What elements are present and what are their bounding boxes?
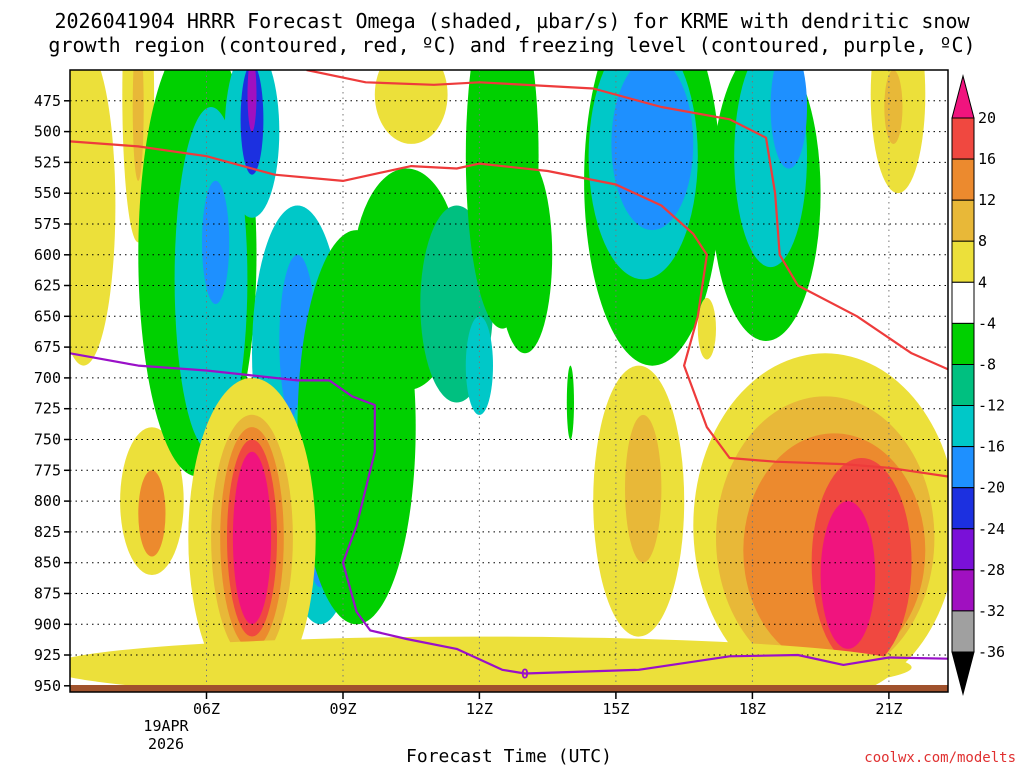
x-tick-label-4: 18Z	[739, 700, 766, 718]
x-tick-label-1: 09Z	[329, 700, 356, 718]
colorbar-label-2: 12	[978, 191, 996, 209]
omega-region-1	[132, 70, 144, 181]
colorbar-segment-7	[951, 405, 975, 448]
omega-region-19	[497, 156, 553, 354]
y-axis: 475 500 525 550 575 600 625 650 675 700 725 750 775 8…	[34, 92, 70, 695]
x-tick-label-3: 15Z	[602, 700, 629, 718]
dendritic-lower-contour	[306, 70, 948, 371]
x-tick-label-2: 12Z	[466, 700, 493, 718]
y-tick-label-9: 700	[34, 369, 61, 387]
colorbar-top-arrow	[951, 74, 975, 119]
colorbar-label-6: -8	[978, 356, 996, 374]
colorbar-label-11: -28	[978, 561, 1005, 579]
colorbar-label-8: -16	[978, 438, 1005, 456]
chart-title: 2026041904 HRRR Forecast Omega (shaded, …	[54, 9, 970, 33]
colorbar-label-1: 16	[978, 150, 996, 168]
omega-region-36	[232, 451, 272, 625]
y-tick-label-17: 900	[34, 615, 61, 633]
y-tick-label-7: 650	[34, 307, 61, 325]
colorbar-label-13: -36	[978, 643, 1005, 661]
y-tick-label-10: 725	[34, 400, 61, 418]
y-tick-label-6: 625	[34, 277, 61, 295]
colorbar-segment-2	[951, 199, 975, 242]
x-tick-label-5: 21Z	[875, 700, 902, 718]
chart-title-line2: growth region (contoured, red, ºC) and f…	[48, 33, 975, 57]
omega-region-20	[465, 316, 493, 415]
plot-frame	[69, 69, 949, 693]
y-tick-label-11: 750	[34, 431, 61, 449]
colorbar-label-3: 8	[978, 232, 987, 250]
y-tick-label-0: 475	[34, 92, 61, 110]
colorbar-segment-10	[951, 528, 975, 571]
y-tick-label-16: 875	[34, 585, 61, 603]
omega-region-30	[697, 297, 717, 360]
x-tick-label-0: 06Z	[193, 700, 220, 718]
colorbar-segment-1	[951, 158, 975, 201]
colorbar-segment-5	[951, 322, 975, 365]
y-tick-label-14: 825	[34, 523, 61, 541]
freezing-level-label: 0	[521, 668, 529, 683]
omega-region-43	[820, 501, 876, 649]
colorbar-segment-12	[951, 610, 975, 653]
y-tick-label-3: 550	[34, 184, 61, 202]
y-tick-label-1: 500	[34, 123, 61, 141]
y-tick-label-19: 950	[34, 677, 61, 695]
omega-region-38	[625, 414, 662, 563]
colorbar-segment-4	[951, 281, 975, 324]
dendritic-upper-contour	[70, 140, 948, 478]
y-tick-label-4: 575	[34, 215, 61, 233]
y-tick-label-8: 675	[34, 338, 61, 356]
omega-region-4	[70, 70, 116, 366]
omega-region-31	[374, 70, 448, 144]
colorbar-label-5: -4	[978, 314, 996, 332]
colorbar-label-7: -12	[978, 397, 1005, 415]
y-tick-label-15: 850	[34, 554, 61, 572]
colorbar-bottom-arrow	[951, 651, 975, 696]
omega-region-3	[138, 470, 166, 557]
x-axis-label: Forecast Time (UTC)	[406, 746, 612, 767]
colorbar-label-9: -20	[978, 479, 1005, 497]
y-tick-label-5: 600	[34, 246, 61, 264]
credit-label: coolwx.com/modelts	[864, 750, 1016, 766]
omega-region-10	[247, 70, 257, 132]
omega-shading	[70, 70, 948, 692]
x-year-label: 2026	[148, 735, 184, 753]
colorbar-label-10: -24	[978, 520, 1005, 538]
colorbar-segment-6	[951, 364, 975, 407]
omega-region-21	[566, 365, 575, 440]
x-date-label: 19APR	[143, 717, 189, 735]
colorbar-label-12: -32	[978, 602, 1005, 620]
freezing-level-contour	[70, 352, 948, 675]
colorbar: 20 16 12 8 4 -4 -8 -12 -16 -20 -24 -28 -32 -36	[951, 74, 1005, 696]
colorbar-segment-9	[951, 487, 975, 530]
y-tick-label-2: 525	[34, 153, 61, 171]
omega-region-7	[202, 180, 230, 304]
contour-lines: 0	[70, 70, 948, 683]
colorbar-label-0: 20	[978, 109, 996, 127]
colorbar-label-4: 4	[978, 273, 987, 291]
y-tick-label-18: 925	[34, 646, 61, 664]
y-tick-label-13: 800	[34, 492, 61, 510]
omega-region-24	[611, 70, 694, 231]
colorbar-segment-11	[951, 569, 975, 612]
colorbar-segment-0	[951, 117, 975, 160]
ground-surface	[70, 685, 948, 692]
y-tick-label-12: 775	[34, 461, 61, 479]
omega-region-27	[770, 70, 807, 169]
omega-region-29	[884, 70, 903, 144]
colorbar-segment-8	[951, 446, 975, 489]
x-axis: 06Z 09Z 12Z 15Z 18Z 21Z	[193, 692, 902, 718]
colorbar-segment-3	[951, 240, 975, 283]
